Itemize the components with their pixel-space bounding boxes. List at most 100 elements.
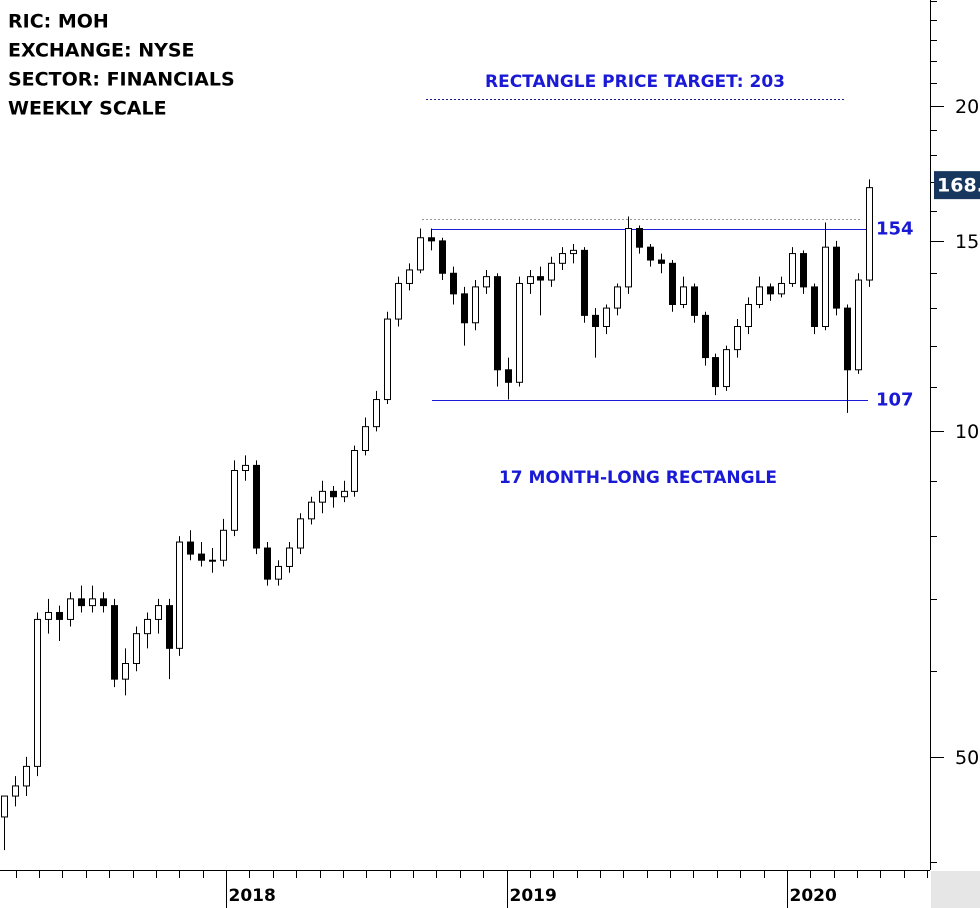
candle-body xyxy=(133,633,140,664)
candle-body xyxy=(341,490,348,498)
candle-body xyxy=(636,228,643,248)
axis-decor xyxy=(16,1,944,908)
level-label: 154 xyxy=(876,219,914,240)
candle-body xyxy=(669,262,676,305)
info-text: WEEKLY SCALE xyxy=(8,98,167,120)
info-text: SECTOR: FINANCIALS xyxy=(8,69,235,91)
candle-body xyxy=(373,399,380,428)
candle-body xyxy=(220,529,227,561)
candle-body xyxy=(89,598,96,607)
candle-body xyxy=(264,547,271,580)
candle-body xyxy=(439,240,446,274)
candle-body xyxy=(144,618,151,635)
candle-body xyxy=(483,276,490,288)
y-tick-label: 200 xyxy=(955,96,980,118)
target-label: RECTANGLE PRICE TARGET: 203 xyxy=(485,72,785,92)
candle-body xyxy=(231,469,238,531)
candle-body xyxy=(56,611,63,620)
candle-body xyxy=(855,279,862,371)
candle-body xyxy=(570,249,577,255)
candle-body xyxy=(592,314,599,328)
candle-body xyxy=(756,286,763,305)
x-tick-label: 2019 xyxy=(510,886,557,906)
candle-body xyxy=(198,553,205,561)
candle-body xyxy=(67,598,74,620)
candle-body xyxy=(712,357,719,388)
candle-body xyxy=(472,286,479,324)
candle-body xyxy=(176,541,183,649)
candle-body xyxy=(494,276,501,371)
candle-body xyxy=(559,253,566,264)
candle-body xyxy=(723,349,730,388)
candle-body xyxy=(505,369,512,383)
candle-body xyxy=(778,282,785,295)
candle-body xyxy=(12,785,19,797)
pattern-label: 17 MONTH-LONG RECTANGLE xyxy=(499,468,777,488)
candle-body xyxy=(603,307,610,328)
candle-body xyxy=(734,326,741,351)
last-price-box xyxy=(934,171,980,200)
candle-body xyxy=(155,605,162,620)
y-tick-label: 100 xyxy=(955,421,980,443)
candle-body xyxy=(166,605,173,649)
candle-body xyxy=(680,286,687,305)
candle-body xyxy=(395,282,402,320)
candle-body xyxy=(625,228,632,288)
candle-body xyxy=(844,307,851,371)
candle-body xyxy=(450,272,457,295)
candle-body xyxy=(78,598,85,607)
candle-body xyxy=(516,282,523,383)
candle-body xyxy=(691,286,698,316)
x-tick-label: 2020 xyxy=(790,886,837,906)
info-text: RIC: MOH xyxy=(8,11,109,33)
candle-body xyxy=(745,303,752,328)
candle-body xyxy=(417,237,424,271)
candle-body xyxy=(833,246,840,309)
candle-body xyxy=(406,269,413,284)
candle-body xyxy=(537,276,544,281)
candle-body xyxy=(286,547,293,567)
level-label: 107 xyxy=(876,390,914,411)
candle-body xyxy=(330,490,337,498)
candle-body xyxy=(658,259,665,264)
candle-body xyxy=(866,187,873,281)
candle-body xyxy=(253,464,260,549)
candle-body xyxy=(319,490,326,503)
candle-body xyxy=(428,237,435,242)
candle-body xyxy=(23,765,30,787)
candle-body xyxy=(297,518,304,549)
candle-body xyxy=(581,249,588,316)
candle-body xyxy=(242,464,249,471)
candle-body xyxy=(614,286,621,309)
candle-body xyxy=(822,246,829,328)
candle-body xyxy=(111,605,118,680)
candle-body xyxy=(548,262,555,281)
candle-body xyxy=(34,618,41,767)
candle-body xyxy=(767,286,774,295)
candle-body xyxy=(45,611,52,620)
y-tick-label: 150 xyxy=(955,231,980,253)
candle-body xyxy=(384,318,391,401)
candle-body xyxy=(351,449,358,492)
candle-body xyxy=(100,598,107,607)
candle-body xyxy=(527,276,534,284)
candle-body xyxy=(275,565,282,580)
last-price-label: 168.9 xyxy=(937,175,980,197)
candle-body xyxy=(461,293,468,324)
info-text: EXCHANGE: NYSE xyxy=(8,40,195,62)
y-tick-label: 50 xyxy=(955,747,979,769)
candle-body xyxy=(308,501,315,520)
candle-body xyxy=(362,426,369,451)
corner-box xyxy=(931,871,980,908)
candle-body xyxy=(789,253,796,284)
candle-body xyxy=(187,541,194,555)
x-tick-label: 2018 xyxy=(229,886,276,906)
candle-body xyxy=(811,286,818,328)
candle-body xyxy=(702,314,709,359)
candle-body xyxy=(1,795,8,818)
candle-body xyxy=(800,253,807,288)
candle-body xyxy=(209,559,216,562)
candle-body xyxy=(647,246,654,261)
